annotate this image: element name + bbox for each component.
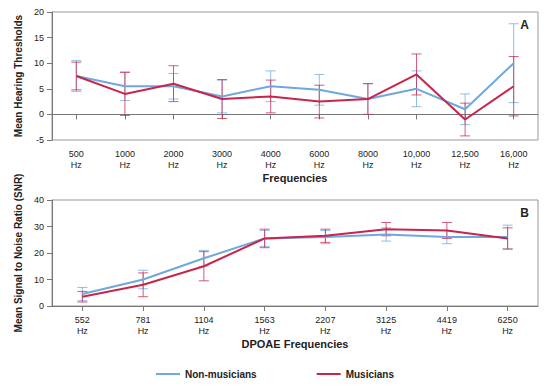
svg-text:10: 10 xyxy=(34,275,44,285)
svg-text:Hz: Hz xyxy=(259,326,270,336)
svg-text:20: 20 xyxy=(34,7,44,17)
svg-text:3125: 3125 xyxy=(376,315,396,325)
svg-text:1563: 1563 xyxy=(255,315,275,325)
svg-text:2000: 2000 xyxy=(163,149,183,159)
svg-text:2207: 2207 xyxy=(315,315,335,325)
svg-text:5: 5 xyxy=(39,84,44,94)
svg-text:Hz: Hz xyxy=(71,160,82,170)
svg-text:Frequencies: Frequencies xyxy=(263,172,328,184)
svg-text:B: B xyxy=(520,206,529,220)
svg-text:Hz: Hz xyxy=(381,326,392,336)
svg-text:A: A xyxy=(520,18,529,32)
svg-text:10: 10 xyxy=(34,58,44,68)
svg-text:Hz: Hz xyxy=(265,160,276,170)
svg-text:Musicians: Musicians xyxy=(346,369,395,380)
svg-text:20: 20 xyxy=(34,248,44,258)
svg-text:3000: 3000 xyxy=(212,149,232,159)
svg-text:1104: 1104 xyxy=(194,315,213,325)
svg-text:Mean Hearing Thresholds: Mean Hearing Thresholds xyxy=(13,14,24,137)
svg-text:Hz: Hz xyxy=(119,160,130,170)
svg-text:Non-musicians: Non-musicians xyxy=(185,369,257,380)
svg-text:781: 781 xyxy=(136,315,151,325)
svg-text:4000: 4000 xyxy=(261,149,281,159)
svg-text:12,500: 12,500 xyxy=(451,149,479,159)
svg-text:1000: 1000 xyxy=(115,149,135,159)
svg-text:-5: -5 xyxy=(36,135,44,145)
svg-text:Hz: Hz xyxy=(77,326,88,336)
svg-text:Mean Signal to Noise Ratio (SN: Mean Signal to Noise Ratio (SNR) xyxy=(13,174,24,333)
svg-text:Hz: Hz xyxy=(320,326,331,336)
svg-text:Hz: Hz xyxy=(168,160,179,170)
svg-text:Hz: Hz xyxy=(411,160,422,170)
svg-text:Hz: Hz xyxy=(441,326,452,336)
svg-text:Hz: Hz xyxy=(198,326,209,336)
svg-text:Hz: Hz xyxy=(314,160,325,170)
svg-text:DPOAE Frequencies: DPOAE Frequencies xyxy=(242,338,349,350)
svg-text:Hz: Hz xyxy=(502,326,513,336)
svg-text:40: 40 xyxy=(34,195,44,205)
svg-text:0: 0 xyxy=(39,301,44,311)
svg-text:6000: 6000 xyxy=(309,149,329,159)
svg-text:4419: 4419 xyxy=(437,315,457,325)
svg-text:30: 30 xyxy=(34,222,44,232)
svg-text:Hz: Hz xyxy=(138,326,149,336)
svg-text:15: 15 xyxy=(34,33,44,43)
svg-text:6250: 6250 xyxy=(498,315,518,325)
svg-text:Hz: Hz xyxy=(362,160,373,170)
svg-text:Hz: Hz xyxy=(217,160,228,170)
svg-text:8000: 8000 xyxy=(358,149,378,159)
svg-text:0: 0 xyxy=(39,109,44,119)
svg-text:552: 552 xyxy=(75,315,90,325)
svg-text:Hz: Hz xyxy=(460,160,471,170)
svg-text:500: 500 xyxy=(69,149,84,159)
svg-text:10,000: 10,000 xyxy=(403,149,431,159)
svg-text:Hz: Hz xyxy=(508,160,519,170)
svg-text:16,000: 16,000 xyxy=(500,149,528,159)
